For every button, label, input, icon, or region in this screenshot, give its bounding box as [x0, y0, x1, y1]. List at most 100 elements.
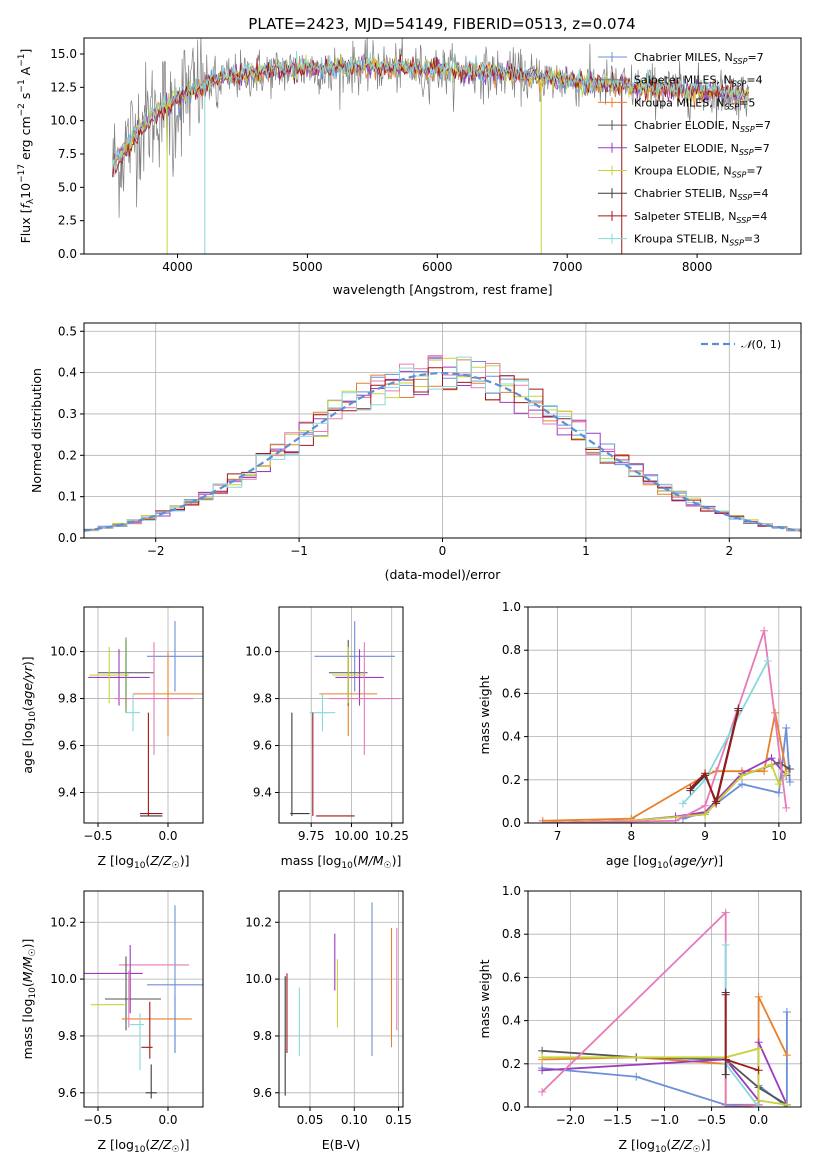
plot-area-residuals [84, 355, 801, 532]
y-tick-label: 0.3 [58, 407, 77, 421]
x-tick-label: −2.0 [556, 1113, 585, 1127]
axes-age_vs_Z: −0.5 0.0 9.4 9.6 9.8 10.0 Z [log10(Z/Z☉)] age [… [20, 606, 204, 871]
y-axis-label: mass [log10(M/M☉)] [20, 939, 38, 1060]
y-tick-label: 1.0 [502, 884, 521, 898]
plot-area-spectrum [112, 38, 750, 254]
x-tick-label: −0.5 [697, 1113, 726, 1127]
y-tick-label: 10.2 [50, 915, 77, 929]
histogram-step [84, 355, 801, 531]
histogram-step [84, 367, 801, 530]
weight-series-line [542, 763, 787, 823]
histogram-step [84, 356, 801, 531]
x-axis-label: E(B-V) [322, 1137, 361, 1152]
y-tick-label: 9.8 [253, 692, 272, 706]
legend-entry: Chabrier ELODIE, NSSP=7 [634, 119, 771, 134]
y-tick-label: 0.0 [502, 816, 521, 830]
y-tick-label: 0.2 [502, 1057, 521, 1071]
legend-entry: Salpeter STELIB, NSSP=4 [634, 210, 767, 225]
y-tick-label: 0.5 [58, 324, 77, 338]
figure-title: PLATE=2423, MJD=54149, FIBERID=0513, z=0… [248, 15, 635, 33]
y-tick-label: 1.0 [502, 600, 521, 614]
spectrum-model-line [112, 50, 749, 171]
y-tick-label: 9.6 [253, 1086, 272, 1100]
x-tick-label: 7 [554, 829, 562, 843]
x-axis-label: wavelength [Angstrom, rest frame] [332, 282, 552, 297]
y-axis-label: age [log10(age/yr)] [20, 656, 38, 773]
plot-area-age_vs_Z [88, 621, 203, 817]
weight-series-line [542, 712, 788, 822]
axes-mass_vs_Z: −0.5 0.0 9.6 9.8 10.0 10.2 Z [log10(Z/Z☉)] mass… [20, 890, 204, 1155]
axes-frame [83, 37, 802, 255]
axes-residuals: −2 −1 0 1 2 0.0 0.1 0.2 0.3 0.4 0.5 (data-model)/er… [29, 322, 802, 582]
y-tick-label: 0.4 [502, 730, 521, 744]
y-tick-label: 0.1 [58, 490, 77, 504]
y-tick-label: 10.0 [50, 645, 77, 659]
y-tick-label: 0.4 [502, 1014, 521, 1028]
axes-weight_vs_age: 7 8 9 10 0.0 0.2 0.4 0.6 0.8 1.0 age [log10(age/yr… [477, 600, 802, 871]
legend-entry: 𝒩(0, 1) [741, 338, 781, 351]
y-tick-label: 10.0 [50, 114, 77, 128]
gaussian-reference-line [84, 371, 801, 532]
x-tick-label: 10 [771, 829, 786, 843]
y-axis-label: mass weight [477, 675, 492, 754]
plot-area-mass_vs_ebv [284, 902, 398, 1096]
legend-entry: Kroupa ELODIE, NSSP=7 [634, 165, 763, 180]
axes-spectrum: 4000 5000 6000 7000 8000 0.0 2.5 5.0 7.5 10.0 12.5… [17, 37, 802, 297]
axes-frame [83, 890, 204, 1108]
axes-weight_vs_Z: −2.0 −1.5 −1.0 −0.5 0.0 0.0 0.2 0.4 0.6 0.8 1.0 Z [… [477, 884, 802, 1155]
x-axis-label: (data-model)/error [385, 567, 502, 582]
weight-series-line [689, 710, 740, 807]
y-tick-label: 10.0 [50, 972, 77, 986]
spectrum-legend: Chabrier MILES, NSSP=7 Salpeter MILES, NS… [598, 51, 771, 248]
y-tick-label: 0.6 [502, 686, 521, 700]
y-axis-label: Flux [fλ10−17 erg cm−2 s−1 A−1] [17, 49, 36, 244]
axes-mass_vs_ebv: 0.05 0.10 0.15 9.6 9.8 10.0 10.2 E(B-V) [245, 890, 412, 1152]
axes-age_vs_mass: 9.75 10.00 10.25 9.4 9.6 9.8 10.0 mass [log10(M… [245, 606, 409, 871]
x-tick-label: 5000 [292, 260, 323, 274]
x-tick-label: 8000 [682, 260, 713, 274]
axes-frame [527, 606, 802, 824]
x-tick-label: −0.5 [83, 1113, 112, 1127]
y-tick-label: 5.0 [58, 180, 77, 194]
y-tick-label: 10.0 [245, 972, 272, 986]
x-tick-label: −1.0 [650, 1113, 679, 1127]
y-tick-label: 2.5 [58, 214, 77, 228]
x-tick-label: −1.5 [603, 1113, 632, 1127]
x-tick-label: 4000 [162, 260, 193, 274]
y-tick-label: 9.6 [58, 1086, 77, 1100]
x-axis-label: Z [log10(Z/Z☉)] [98, 853, 190, 871]
x-tick-label: 0.05 [297, 1113, 324, 1127]
y-tick-label: 10.0 [245, 645, 272, 659]
y-axis-label: mass weight [477, 959, 492, 1038]
y-tick-label: 9.6 [253, 739, 272, 753]
plot-area-age_vs_mass [290, 621, 400, 817]
legend-entry: Salpeter MILES, NSSP=4 [634, 74, 763, 89]
plot-area-mass_vs_Z [84, 905, 203, 1099]
x-tick-label: −0.5 [83, 829, 112, 843]
x-axis-label: age [log10(age/yr)] [606, 853, 723, 871]
x-tick-label: 2 [725, 544, 733, 558]
y-tick-label: 0.0 [502, 1100, 521, 1114]
x-tick-label: 9.75 [298, 829, 325, 843]
spectrum-model-line [112, 54, 749, 178]
x-axis-label: mass [log10(M/M☉)] [281, 853, 402, 871]
y-tick-label: 0.4 [58, 366, 77, 380]
legend-entry: Chabrier MILES, NSSP=7 [634, 51, 764, 66]
y-tick-label: 9.8 [253, 1029, 272, 1043]
x-tick-label: 0.15 [385, 1113, 412, 1127]
y-tick-label: 0.2 [502, 773, 521, 787]
legend-entry: Chabrier STELIB, NSSP=4 [634, 187, 768, 202]
y-tick-label: 12.5 [50, 80, 77, 94]
x-tick-label: 10.25 [375, 829, 409, 843]
x-tick-label: 9 [701, 829, 709, 843]
x-tick-label: 7000 [552, 260, 583, 274]
x-tick-label: 0.0 [158, 829, 177, 843]
y-tick-label: 0.8 [502, 643, 521, 657]
axes-frame [83, 606, 204, 824]
y-tick-label: 9.8 [58, 1029, 77, 1043]
y-tick-label: 0.0 [58, 247, 77, 261]
y-tick-label: 9.4 [58, 785, 77, 799]
y-tick-label: 9.8 [58, 692, 77, 706]
weight-series-line [542, 757, 787, 823]
legend-entry: Salpeter ELODIE, NSSP=7 [634, 142, 770, 157]
